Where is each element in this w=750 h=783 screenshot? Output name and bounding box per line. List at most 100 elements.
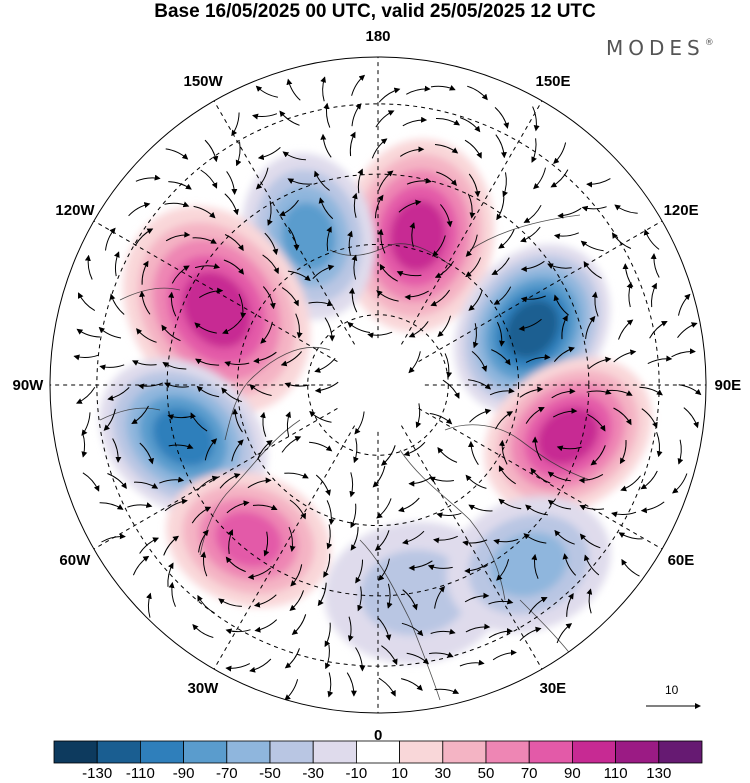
wind-arrow [379, 263, 398, 282]
wind-arrow [218, 598, 242, 607]
meridian-line [400, 425, 543, 670]
wind-arrow [585, 315, 596, 339]
wind-arrow [279, 199, 299, 217]
wind-arrow [346, 672, 357, 697]
wind-arrow [406, 177, 432, 185]
wind-arrow [588, 356, 612, 370]
wind-arrow [409, 222, 416, 248]
wind-arrow [99, 364, 125, 371]
wind-arrow [429, 413, 453, 425]
wind-arrow [465, 623, 491, 633]
colorbar-tick-label: 70 [520, 765, 538, 782]
wind-arrow [465, 474, 487, 489]
wind-arrow [442, 379, 460, 399]
colorbar-tick-label: 10 [391, 765, 408, 782]
wind-arrow [427, 564, 453, 571]
wind-arrow [192, 237, 217, 244]
wind-arrow [465, 257, 482, 278]
colorbar-swatch [442, 740, 487, 764]
wind-arrow [353, 438, 359, 464]
wind-arrow [323, 553, 331, 578]
colorbar-tick-label: 110 [603, 765, 628, 782]
wind-arrow [76, 328, 101, 338]
wind-arrow [465, 234, 478, 257]
wind-arrow [264, 232, 279, 256]
wind-arrow [562, 553, 577, 576]
wind-arrow [194, 322, 217, 334]
wind-arrow [347, 230, 353, 256]
wind-arrow [491, 257, 510, 275]
wind-arrow [587, 413, 606, 432]
wind-arrow [165, 148, 189, 160]
wind-arrow [161, 324, 181, 342]
wind-arrow [430, 289, 451, 307]
wind-arrow [581, 205, 607, 212]
wind-arrow [75, 387, 96, 404]
latitude-circle [307, 314, 449, 456]
wind-arrow [553, 142, 567, 164]
wind-arrow [402, 589, 418, 611]
wind-arrow [495, 411, 514, 430]
colorbar-swatch [399, 740, 444, 764]
wind-arrow [495, 134, 507, 159]
wind-arrow [437, 315, 451, 337]
wind-arrow [547, 471, 571, 482]
wind-arrow [618, 532, 643, 540]
wind-arrow [313, 170, 330, 191]
colorbar-swatch [485, 740, 530, 764]
wind-arrow [683, 407, 699, 429]
wind-arrow [520, 260, 545, 272]
meridian-line [418, 407, 663, 550]
wind-arrow [468, 440, 479, 465]
wind-arrow [107, 473, 127, 490]
wind-arrow [193, 205, 216, 219]
wind-arrow [159, 476, 185, 484]
wind-arrow [550, 169, 569, 188]
wind-arrow [406, 652, 430, 665]
wind-arrow [167, 414, 193, 420]
wind-arrow [467, 85, 488, 101]
wind-arrow [105, 227, 116, 251]
wind-arrow [317, 582, 327, 607]
wind-arrow [135, 174, 161, 182]
wind-arrow [415, 403, 422, 429]
wind-arrow [190, 412, 208, 432]
wind-arrow [553, 232, 579, 240]
wind-arrow [402, 116, 428, 127]
wind-arrow [531, 436, 542, 461]
longitude-label: 180 [365, 28, 391, 45]
wind-arrow [139, 290, 151, 315]
wind-arrow [498, 439, 508, 465]
longitude-label: 60E [667, 551, 695, 569]
wind-arrow [464, 592, 490, 603]
wind-arrow [253, 594, 277, 608]
wind-arrow [81, 432, 88, 458]
wind-arrow [192, 623, 214, 638]
wind-arrow [520, 226, 541, 243]
anomaly-contour [360, 549, 470, 636]
anomaly-field [99, 138, 652, 664]
wind-arrow [262, 254, 279, 275]
wind-arrow [82, 472, 100, 492]
wind-arrow [112, 438, 122, 463]
wind-arrow [531, 553, 539, 579]
wind-arrow [498, 465, 516, 485]
wind-arrow [222, 318, 243, 335]
wind-arrow [167, 562, 174, 587]
wind-arrow [468, 290, 483, 311]
wind-arrow [374, 530, 390, 551]
wind-arrow [101, 533, 126, 543]
wind-arrow [583, 554, 600, 576]
wind-arrow [586, 588, 593, 614]
wind-arrow [408, 321, 429, 338]
wind-arrow [525, 504, 548, 516]
wind-arrow [225, 628, 251, 635]
wind-arrow [433, 535, 458, 544]
wind-arrow [678, 384, 702, 396]
wind-arrow [640, 501, 665, 514]
wind-arrow [235, 141, 242, 167]
longitude-label: 90E [714, 376, 742, 394]
wind-arrow [464, 139, 482, 159]
wind-arrow [523, 533, 547, 544]
wind-arrow [223, 259, 245, 275]
